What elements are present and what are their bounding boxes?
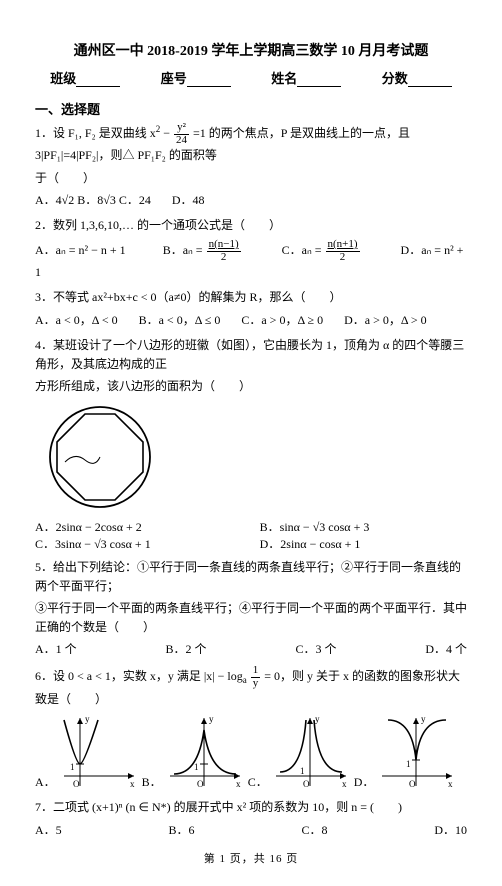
q7-opt-d: D．10 [434, 821, 467, 840]
svg-text:O: O [409, 779, 416, 789]
score-blank [408, 72, 452, 87]
svg-text:x: x [130, 779, 135, 789]
q3-opt-d: D．a > 0，Δ > 0 [344, 313, 427, 327]
q3-opt-a: A．a < 0，Δ < 0 [35, 313, 118, 327]
svg-text:O: O [73, 779, 80, 789]
q6-opt-d: D． 1 O x y [354, 712, 457, 790]
svg-text:y: y [421, 714, 426, 724]
exam-title: 通州区一中 2018-2019 学年上学期高三数学 10 月月考试题 [35, 40, 467, 60]
q2-opt-a: A．aₙ = n² − n + 1 [35, 243, 126, 257]
q6-opt-b: B． 1 O x y [142, 712, 244, 790]
svg-text:x: x [342, 779, 347, 789]
q3-opt-c: C．a > 0，Δ ≥ 0 [241, 313, 323, 327]
q2-options: A．aₙ = n² − n + 1 B．aₙ = n(n−1)2 C．aₙ = … [35, 239, 467, 282]
q1-frac: y² 24 [174, 122, 189, 146]
question-5b: ③平行于同一个平面的两条直线平行；④平行于同一个平面的两个平面平行．其中正确的个… [35, 599, 467, 636]
q1-opt-b: B．8√3 [77, 193, 116, 207]
q1-opt-a: A．4√2 [35, 193, 74, 207]
q7-opt-b: B．6 [169, 821, 195, 840]
q5-options: A．1 个 B．2 个 C．3 个 D．4 个 [35, 640, 467, 659]
q4-opt-c: C．3sinα − √3 cosα + 1 [35, 535, 242, 552]
info-row: 班级 座号 姓名 分数 [35, 68, 467, 87]
graph-c: 1 O x y [270, 712, 350, 790]
q1-stem-c: 于（ ） [35, 169, 467, 188]
q6-opt-c: C． 1 O x y [248, 712, 350, 790]
question-5a: 5．给出下列结论：①平行于同一条直线的两条直线平行；②平行于同一条直线的两个平面… [35, 558, 467, 595]
q3-opt-b: B．a < 0，Δ ≤ 0 [139, 313, 221, 327]
svg-text:y: y [315, 714, 320, 724]
graph-b: 1 O x y [164, 712, 244, 790]
question-6: 6．设 0 < a < 1，实数 x，y 满足 |x| − loga 1 y =… [35, 665, 467, 708]
q1-stem-a: 1．设 F₁, F₂ 是双曲线 x [35, 126, 156, 140]
class-label: 班级 [50, 71, 76, 86]
q5-opt-b: B．2 个 [166, 640, 207, 659]
q4-opt-a: A．2sinα − 2cosα + 2 [35, 518, 242, 535]
question-1: 1．设 F₁, F₂ 是双曲线 x2 − y² 24 =1 的两个焦点，P 是双… [35, 122, 467, 165]
graph-a: 1 O x y [58, 712, 138, 790]
q5-opt-a: A．1 个 [35, 640, 77, 659]
q6-frac: 1 y [251, 665, 261, 689]
q1-opt-d: D．48 [172, 193, 205, 207]
name-label: 姓名 [271, 71, 297, 86]
page-footer: 第 1 页，共 16 页 [35, 850, 467, 866]
section-1-head: 一、选择题 [35, 99, 467, 118]
q5-opt-d: D．4 个 [425, 640, 467, 659]
svg-text:x: x [236, 779, 241, 789]
q1-options: A．4√2 B．8√3 C．24 D．48 [35, 191, 467, 210]
svg-text:y: y [85, 714, 90, 724]
question-2: 2．数列 1,3,6,10,… 的一个通项公式是（ ） [35, 216, 467, 235]
octagon-figure [45, 402, 155, 512]
svg-text:x: x [448, 779, 453, 789]
class-blank [76, 72, 120, 87]
svg-text:y: y [209, 714, 214, 724]
name-blank [297, 72, 341, 87]
svg-text:1: 1 [194, 762, 199, 772]
q4-options-row1: A．2sinα − 2cosα + 2 B．sinα − √3 cosα + 3 [35, 518, 467, 535]
q5-opt-c: C．3 个 [295, 640, 336, 659]
question-4a: 4．某班设计了一个八边形的班徽（如图），它由腰长为 1，顶角为 α 的四个等腰三… [35, 336, 467, 373]
q4-opt-b: B．sinα − √3 cosα + 3 [260, 518, 467, 535]
q1-opt-c: C．24 [119, 193, 151, 207]
q4-options-row2: C．3sinα − √3 cosα + 1 D．2sinα − cosα + 1 [35, 535, 467, 552]
q7-opt-a: A．5 [35, 821, 62, 840]
q7-options: A．5 B．6 C．8 D．10 [35, 821, 467, 840]
graph-d: 1 O x y [376, 712, 456, 790]
q7-opt-c: C．8 [301, 821, 327, 840]
question-7: 7．二项式 (x+1)ⁿ (n ∈ N*) 的展开式中 x² 项的系数为 10，… [35, 798, 467, 817]
question-3: 3．不等式 ax²+bx+c < 0（a≠0）的解集为 R，那么（ ） [35, 288, 467, 307]
svg-text:1: 1 [406, 759, 411, 769]
q2-opt-b: B．aₙ = n(n−1)2 [163, 243, 245, 257]
score-label: 分数 [382, 71, 408, 86]
seat-blank [187, 72, 231, 87]
svg-text:O: O [303, 779, 310, 789]
seat-label: 座号 [161, 71, 187, 86]
svg-text:O: O [197, 779, 204, 789]
svg-text:1: 1 [300, 766, 305, 776]
q6-graphs: A． 1 O x y B． [35, 712, 467, 790]
q3-options: A．a < 0，Δ < 0 B．a < 0，Δ ≤ 0 C．a > 0，Δ ≥ … [35, 311, 467, 330]
q2-opt-c: C．aₙ = n(n+1)2 [282, 243, 364, 257]
q6-opt-a: A． 1 O x y [35, 712, 138, 790]
svg-text:1: 1 [70, 762, 75, 772]
q4-opt-d: D．2sinα − cosα + 1 [260, 535, 467, 552]
question-4b: 方形所组成，该八边形的面积为（ ） [35, 377, 467, 396]
